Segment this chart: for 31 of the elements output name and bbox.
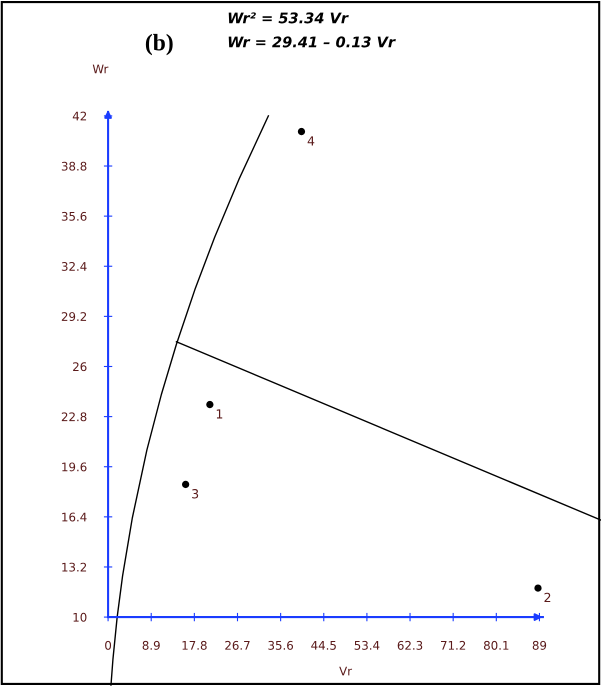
- x-tick-label: 17.8: [182, 640, 207, 650]
- y-tick-label: 26: [73, 362, 87, 372]
- x-tick-label: 26.7: [225, 640, 250, 650]
- y-tick-label: 10: [74, 612, 86, 622]
- x-tick-label: 8.9: [142, 640, 160, 650]
- x-tick-label: 89: [532, 640, 546, 650]
- y-tick-label: 22.8: [62, 412, 86, 422]
- x-tick-label: 62.3: [398, 640, 422, 650]
- y-axis-title: Wr: [92, 64, 108, 74]
- text: (b): [146, 34, 173, 56]
- y-tick-label: 16.4: [62, 512, 87, 522]
- x-tick-label: 53.4: [354, 640, 380, 650]
- series-label: 2: [544, 592, 550, 602]
- x-tick-label: 0: [105, 640, 112, 650]
- x-tick-label: 35.6: [268, 640, 294, 650]
- annotation: Wr² = 53.34 Vr: [228, 12, 349, 24]
- series-label: 4: [308, 136, 314, 146]
- x-tick-label: 44.5: [311, 641, 336, 650]
- series-label: 3: [192, 489, 198, 498]
- annotation: Wr = 29.41 – 0.13 Vr: [228, 36, 396, 48]
- x-tick-label: 71.2: [441, 640, 466, 650]
- y-tick-label: 29.2: [62, 312, 86, 322]
- y-tick-label: 19.6: [62, 462, 87, 472]
- y-tick-label: 35.6: [62, 212, 87, 221]
- series-label: 1: [216, 409, 222, 418]
- y-tick-label: 42: [72, 112, 86, 120]
- y-tick-label: 13.2: [62, 562, 86, 572]
- x-tick-label: 80.1: [484, 640, 508, 650]
- x-axis-title: Vr: [339, 666, 352, 676]
- y-tick-label: 32.4: [62, 262, 87, 271]
- y-tick-label: 38.8: [62, 162, 86, 171]
